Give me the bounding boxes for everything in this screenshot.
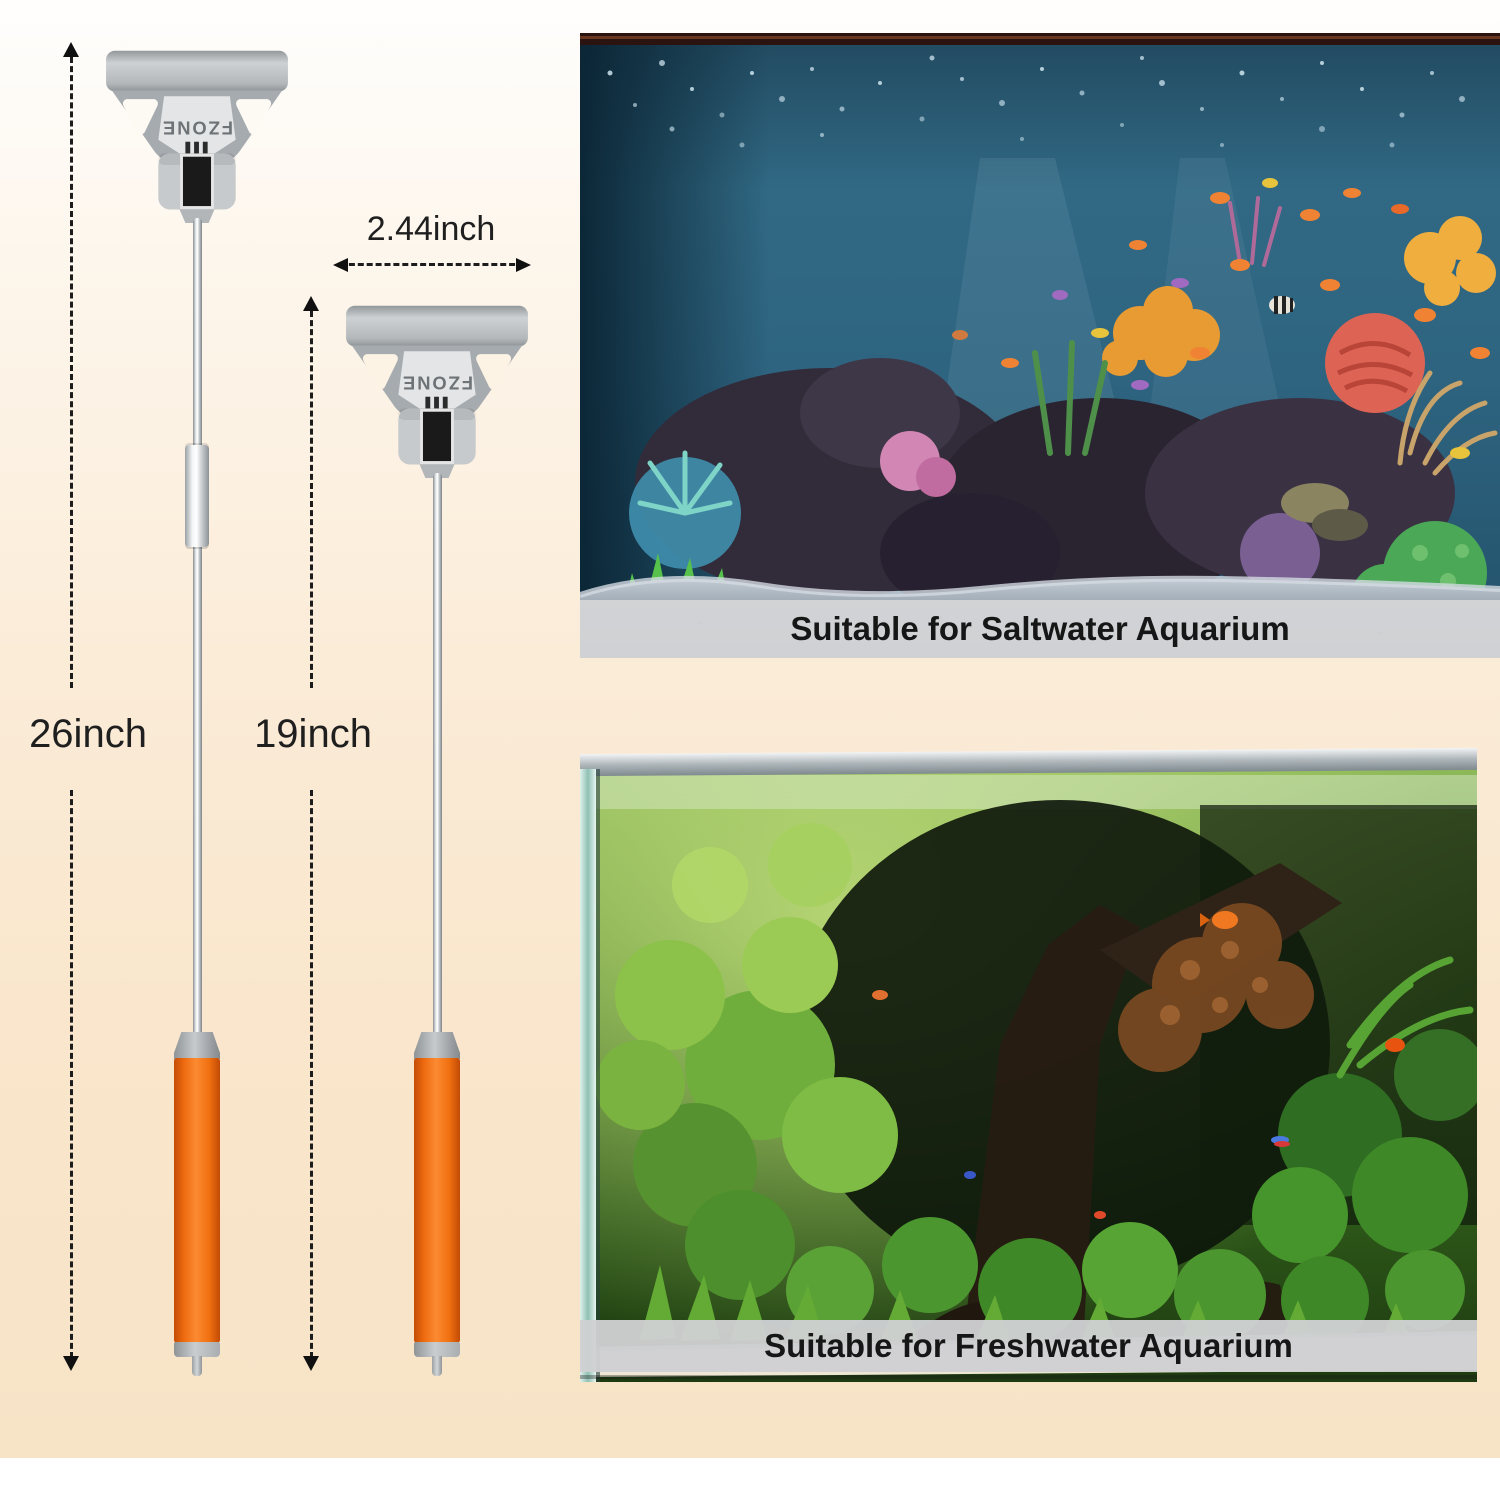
saltwater-aquarium-photo bbox=[580, 33, 1500, 658]
rod-long-tool bbox=[193, 218, 202, 1038]
head-top-bar bbox=[106, 50, 288, 92]
blade-tooth bbox=[185, 141, 191, 156]
blade bbox=[180, 153, 214, 209]
handle-ferrule-short bbox=[414, 1032, 460, 1059]
brand-text: FZONE bbox=[161, 117, 233, 138]
arrowhead-down-26inch bbox=[63, 1356, 79, 1371]
head-cutout-left bbox=[122, 99, 158, 135]
fish-school bbox=[952, 178, 1490, 459]
dimension-line-head-width bbox=[340, 263, 524, 266]
dimension-line-19inch-bottom bbox=[310, 790, 313, 1358]
sand-highlight bbox=[580, 575, 1500, 598]
rod-coupler bbox=[185, 445, 209, 547]
green-plants-right bbox=[1252, 956, 1477, 1263]
striped-fish bbox=[1269, 296, 1295, 314]
handle-stub-long bbox=[192, 1356, 202, 1376]
length-label-19inch: 19inch bbox=[254, 712, 372, 756]
handle-cap-long bbox=[174, 1342, 220, 1357]
tank-top-rim bbox=[580, 747, 1477, 777]
freshwater-aquarium-photo bbox=[580, 747, 1477, 1382]
dimension-line-26inch-bottom bbox=[70, 790, 73, 1358]
green-plants-left bbox=[595, 823, 898, 1300]
handle-stub-short bbox=[432, 1356, 442, 1376]
head-cutout-right bbox=[476, 354, 512, 390]
head-width-label: 2.44inch bbox=[366, 210, 496, 248]
dimension-line-19inch-top bbox=[310, 302, 313, 688]
length-label-26inch: 26inch bbox=[29, 712, 147, 756]
handle-cap-short bbox=[414, 1342, 460, 1357]
handle-long-tool bbox=[174, 1058, 220, 1343]
caption-band bbox=[580, 600, 1500, 658]
arrowhead-left-head-width bbox=[333, 258, 348, 272]
head-top-bar bbox=[346, 305, 528, 347]
head-neck bbox=[419, 464, 455, 478]
surface-sparkles bbox=[607, 55, 1465, 148]
arrowhead-up-19inch bbox=[303, 296, 319, 311]
handle-ferrule-long bbox=[174, 1032, 220, 1059]
blade-tooth bbox=[425, 396, 431, 411]
freshwater-caption: Suitable for Freshwater Aquarium bbox=[764, 1327, 1293, 1364]
rod-short-tool bbox=[433, 473, 442, 1038]
arrowhead-up-26inch bbox=[63, 42, 79, 57]
dimension-line-26inch-top bbox=[70, 48, 73, 688]
scraper-head-long-tool: FZONE bbox=[106, 50, 288, 223]
brand-text: FZONE bbox=[401, 372, 473, 393]
saltwater-caption: Suitable for Saltwater Aquarium bbox=[790, 610, 1290, 647]
head-cutout-right bbox=[236, 99, 272, 135]
tank-rim-highlight bbox=[580, 36, 1500, 39]
head-neck bbox=[179, 209, 215, 223]
blade-tooth bbox=[202, 141, 208, 156]
scraper-head-short-tool: FZONE bbox=[346, 305, 528, 478]
blade-tooth bbox=[442, 396, 448, 411]
arrowhead-down-19inch bbox=[303, 1356, 319, 1371]
head-cutout-left bbox=[362, 354, 398, 390]
freshwater-fish bbox=[872, 911, 1405, 1219]
photo-bottom-line bbox=[580, 1375, 1477, 1379]
glass-edge-line bbox=[596, 769, 600, 1382]
brand-plate bbox=[158, 96, 236, 164]
blade-tooth bbox=[194, 141, 199, 156]
handle-short-tool bbox=[414, 1058, 460, 1343]
red-brown-texture bbox=[1160, 941, 1268, 1025]
blade bbox=[420, 408, 454, 464]
arrowhead-right-head-width bbox=[516, 258, 531, 272]
brand-plate bbox=[398, 351, 476, 419]
glass-left-edge bbox=[580, 769, 596, 1382]
caption-band bbox=[580, 1320, 1477, 1372]
blade-tooth bbox=[434, 396, 439, 411]
